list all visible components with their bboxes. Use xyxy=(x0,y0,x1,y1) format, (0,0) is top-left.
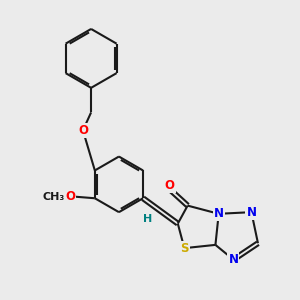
Text: H: H xyxy=(143,214,152,224)
Text: CH₃: CH₃ xyxy=(42,192,64,202)
Text: O: O xyxy=(165,179,175,193)
Text: O: O xyxy=(65,190,75,203)
Text: S: S xyxy=(180,242,189,255)
Text: N: N xyxy=(214,207,224,220)
Text: O: O xyxy=(78,124,88,137)
Text: N: N xyxy=(246,206,256,219)
Text: N: N xyxy=(228,253,239,266)
